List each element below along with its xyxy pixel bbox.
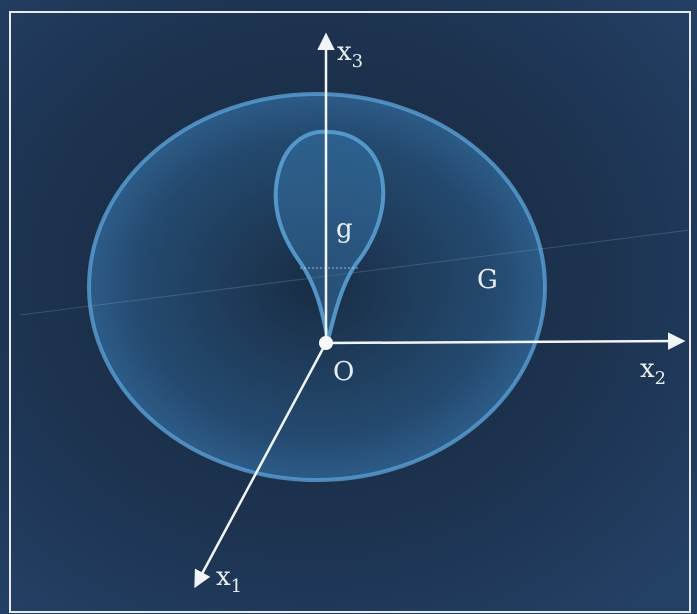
inner-region-g [273, 129, 386, 341]
x2-axis-label: x2 [640, 354, 666, 389]
x1-axis-label: x1 [216, 562, 242, 597]
x3-axis-label: x3 [337, 37, 363, 72]
frame-border [9, 11, 691, 613]
origin-label: O [333, 357, 354, 387]
x1-axis [194, 342, 328, 589]
outer-region-g [87, 92, 547, 482]
origin-point [319, 336, 333, 350]
inner-region-label: g [336, 214, 353, 244]
outer-region-label: G [477, 265, 498, 295]
faint-reference-line [19, 229, 691, 316]
x2-axis [325, 332, 686, 350]
